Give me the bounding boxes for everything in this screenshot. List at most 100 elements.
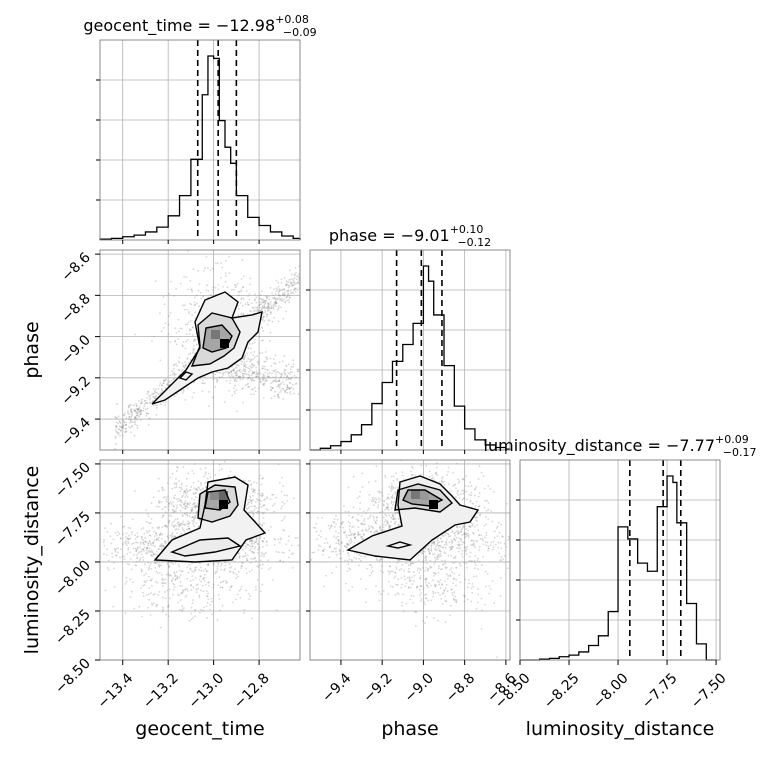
- sample-point: [256, 361, 259, 364]
- sample-point: [395, 472, 398, 475]
- sample-point: [106, 548, 108, 550]
- sample-point: [197, 486, 200, 489]
- sample-point: [173, 486, 176, 489]
- sample-point: [276, 370, 279, 373]
- sample-point: [135, 550, 138, 553]
- sample-point: [151, 393, 153, 396]
- sample-point: [234, 367, 237, 370]
- sample-point: [145, 412, 148, 414]
- sample-point: [390, 487, 393, 490]
- sample-point: [229, 570, 232, 573]
- sample-point: [170, 561, 173, 564]
- sample-point: [129, 421, 132, 424]
- sample-point: [174, 578, 177, 580]
- sample-point: [266, 372, 269, 375]
- sample-point: [262, 540, 264, 543]
- sample-point: [285, 284, 287, 287]
- sample-point: [440, 482, 443, 485]
- sample-point: [293, 288, 296, 291]
- sample-point: [276, 385, 279, 388]
- sample-point: [253, 386, 256, 389]
- sample-point: [159, 533, 161, 536]
- sample-point: [161, 596, 164, 599]
- density-peak: [219, 500, 228, 509]
- sample-point: [138, 406, 141, 408]
- sample-point: [217, 593, 220, 596]
- sample-point: [463, 532, 466, 535]
- sample-point: [230, 371, 232, 374]
- sample-point: [247, 377, 250, 379]
- sample-point: [260, 551, 263, 554]
- sample-point: [193, 498, 196, 501]
- sample-point: [256, 373, 259, 376]
- sample-point: [136, 412, 139, 415]
- sample-point: [266, 497, 269, 500]
- sample-point: [272, 379, 275, 382]
- sample-point: [191, 570, 193, 572]
- sample-point: [187, 339, 189, 341]
- sample-point: [291, 376, 293, 379]
- sample-point: [283, 373, 286, 376]
- sample-point: [238, 556, 241, 559]
- sample-point: [171, 535, 174, 538]
- sample-point: [187, 321, 190, 324]
- sample-point: [248, 501, 251, 504]
- sample-point: [124, 424, 127, 427]
- sample-point: [184, 347, 187, 350]
- sample-point: [468, 493, 471, 496]
- sample-point: [291, 283, 293, 286]
- sample-point: [382, 503, 385, 506]
- sample-point: [180, 524, 182, 527]
- sample-point: [384, 508, 386, 511]
- sample-point: [280, 373, 282, 376]
- sample-point: [178, 608, 181, 611]
- sample-point: [132, 581, 134, 584]
- sample-point: [372, 504, 375, 507]
- sample-point: [274, 305, 277, 308]
- sample-point: [146, 546, 149, 549]
- sample-point: [470, 522, 473, 525]
- sample-point: [256, 375, 259, 378]
- sample-point: [231, 369, 234, 371]
- sample-point: [133, 409, 136, 412]
- sample-point: [280, 507, 283, 510]
- sample-point: [287, 377, 290, 379]
- sample-point: [388, 514, 391, 517]
- sample-point: [158, 534, 161, 536]
- sample-point: [288, 301, 290, 304]
- sample-point: [206, 477, 209, 480]
- sample-point: [175, 482, 178, 484]
- sample-point: [178, 330, 180, 333]
- sample-point: [124, 535, 127, 538]
- sample-point: [377, 504, 380, 507]
- sample-point: [205, 590, 208, 593]
- sample-point: [207, 564, 210, 567]
- sample-point: [436, 462, 438, 465]
- sample-point: [251, 371, 254, 373]
- sample-point: [228, 563, 231, 565]
- sample-point: [208, 584, 211, 587]
- sample-point: [169, 341, 172, 343]
- sample-point: [285, 365, 288, 367]
- sample-point: [252, 494, 254, 497]
- sample-point: [278, 290, 280, 293]
- sample-point: [154, 567, 157, 569]
- sample-point: [139, 408, 141, 411]
- sample-point: [280, 278, 283, 281]
- sample-point: [155, 414, 158, 416]
- sample-point: [218, 598, 221, 600]
- sample-point: [192, 472, 195, 475]
- sample-point: [139, 410, 142, 412]
- sample-point: [243, 364, 246, 367]
- sample-point: [180, 488, 183, 491]
- sample-point: [473, 516, 476, 519]
- sample-point: [134, 410, 137, 412]
- sample-point: [229, 567, 231, 569]
- sample-point: [285, 376, 288, 378]
- sample-point: [435, 473, 437, 475]
- sample-point: [238, 589, 241, 592]
- sample-point: [270, 389, 272, 392]
- sample-point: [133, 416, 136, 419]
- sample-point: [209, 293, 212, 296]
- sample-point: [106, 531, 109, 533]
